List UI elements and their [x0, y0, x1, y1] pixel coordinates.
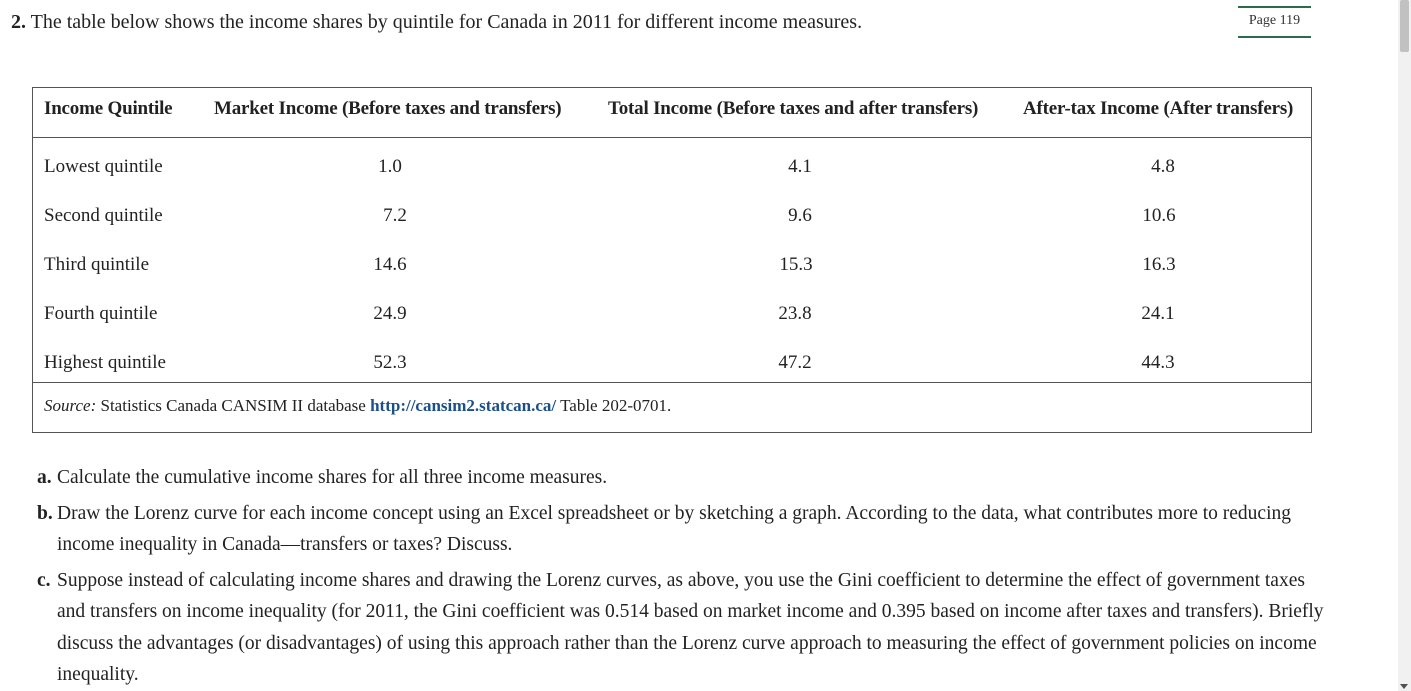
after-tax-income-value: 24.1	[1141, 303, 1175, 324]
after-tax-income-value: 44.3	[1141, 352, 1175, 373]
total-income-value: 4.1	[788, 156, 812, 177]
income-shares-table: Income Quintile Market Income (Before ta…	[32, 87, 1312, 433]
part-text: Calculate the cumulative income shares f…	[57, 467, 608, 488]
table-row: Third quintile 14.6 15.3 16.3	[33, 244, 1311, 293]
part-letter: c.	[37, 569, 51, 591]
table-row: Highest quintile 52.3 47.2 44.3	[33, 342, 1311, 391]
scrollbar-thumb[interactable]	[1400, 0, 1409, 52]
part-text: Suppose instead of calculating income sh…	[57, 569, 1324, 686]
table-row: Second quintile 7.2 9.6 10.6	[33, 195, 1311, 244]
page-number-badge: Page 119	[1238, 6, 1311, 38]
total-income-value: 9.6	[788, 205, 812, 226]
scroll-down-arrow-icon[interactable]	[1400, 684, 1408, 689]
header-after-tax-income: After-tax Income (After transfers)	[1023, 98, 1294, 119]
source-suffix: Table 202-0701.	[556, 396, 672, 415]
market-income-value: 1.0	[378, 156, 402, 177]
header-total-income: Total Income (Before taxes and after tra…	[608, 98, 979, 119]
question-part-a: a. Calculate the cumulative income share…	[37, 462, 1327, 494]
source-label: Source:	[44, 396, 97, 415]
market-income-value: 14.6	[373, 254, 407, 275]
after-tax-income-value: 10.6	[1142, 205, 1176, 226]
quintile-label: Third quintile	[44, 254, 150, 275]
table-source-note: Source: Statistics Canada CANSIM II data…	[33, 382, 1311, 432]
question-heading: 2. The table below shows the income shar…	[11, 8, 862, 36]
quintile-label: Fourth quintile	[44, 303, 158, 324]
total-income-value: 47.2	[778, 352, 812, 373]
table-row: Fourth quintile 24.9 23.8 24.1	[33, 293, 1311, 342]
market-income-value: 24.9	[373, 303, 407, 324]
part-letter: b.	[37, 502, 53, 524]
source-text: Statistics Canada CANSIM II database	[96, 396, 371, 415]
market-income-value: 52.3	[373, 352, 407, 373]
part-text: Draw the Lorenz curve for each income co…	[57, 502, 1292, 556]
vertical-scrollbar[interactable]	[1398, 0, 1411, 691]
question-part-c: c. Suppose instead of calculating income…	[37, 565, 1327, 691]
header-income-quintile: Income Quintile	[44, 98, 173, 119]
after-tax-income-value: 16.3	[1142, 254, 1176, 275]
source-link[interactable]: http://cansim2.statcan.ca/	[370, 396, 557, 415]
quintile-label: Highest quintile	[44, 352, 166, 373]
question-text: The table below shows the income shares …	[26, 11, 863, 33]
question-parts: a. Calculate the cumulative income share…	[37, 462, 1327, 691]
quintile-label: Second quintile	[44, 205, 163, 226]
header-market-income: Market Income (Before taxes and transfer…	[214, 98, 562, 119]
total-income-value: 15.3	[779, 254, 813, 275]
after-tax-income-value: 4.8	[1151, 156, 1175, 177]
table-header-row: Income Quintile Market Income (Before ta…	[33, 88, 1311, 138]
quintile-label: Lowest quintile	[44, 156, 163, 177]
table-row: Lowest quintile 1.0 4.1 4.8	[33, 146, 1311, 195]
total-income-value: 23.8	[778, 303, 812, 324]
question-part-b: b. Draw the Lorenz curve for each income…	[37, 498, 1327, 561]
market-income-value: 7.2	[383, 205, 407, 226]
part-letter: a.	[37, 467, 52, 488]
question-number: 2.	[11, 11, 26, 33]
